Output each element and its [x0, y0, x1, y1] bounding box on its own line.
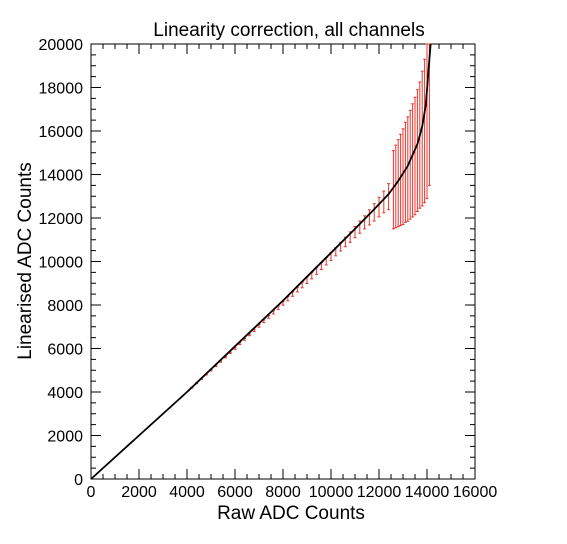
- x-tick-label: 10000: [309, 484, 354, 501]
- x-axis-ticks: [90, 44, 476, 479]
- y-tick-label: 10000: [39, 255, 84, 272]
- error-bars: [190, 43, 431, 389]
- y-axis-ticks: [91, 43, 475, 480]
- x-tick-label: 8000: [265, 484, 301, 501]
- y-axis-title: Linearised ADC Counts: [15, 162, 36, 360]
- x-tick-label: 2000: [121, 484, 157, 501]
- x-axis-tick-labels: 0 2000 4000 6000 8000 10000 12000 14000 16000: [87, 484, 498, 501]
- y-axis-tick-labels: 0 2000 4000 6000 8000 10000 12000 14000 16000 180…: [39, 37, 84, 489]
- y-tick-label: 8000: [47, 298, 83, 315]
- y-tick-label: 18000: [39, 81, 84, 98]
- x-tick-label: 4000: [169, 484, 205, 501]
- x-tick-label: 14000: [405, 484, 450, 501]
- chart-title: Linearity correction, all channels: [153, 20, 424, 41]
- fit-curve-group: [90, 43, 432, 480]
- y-tick-label: 0: [74, 472, 83, 489]
- y-tick-label: 16000: [39, 124, 84, 141]
- y-tick-label: 14000: [39, 168, 84, 185]
- x-tick-label: 16000: [453, 484, 498, 501]
- y-tick-label: 4000: [47, 385, 83, 402]
- fit-curve: [90, 43, 432, 480]
- x-axis-title: Raw ADC Counts: [217, 503, 365, 524]
- y-tick-label: 12000: [39, 211, 84, 228]
- x-tick-label: 6000: [217, 484, 253, 501]
- y-tick-label: 2000: [47, 429, 83, 446]
- x-tick-label: 0: [87, 484, 96, 501]
- y-tick-label: 20000: [39, 37, 84, 54]
- y-tick-label: 6000: [47, 342, 83, 359]
- x-tick-label: 12000: [357, 484, 402, 501]
